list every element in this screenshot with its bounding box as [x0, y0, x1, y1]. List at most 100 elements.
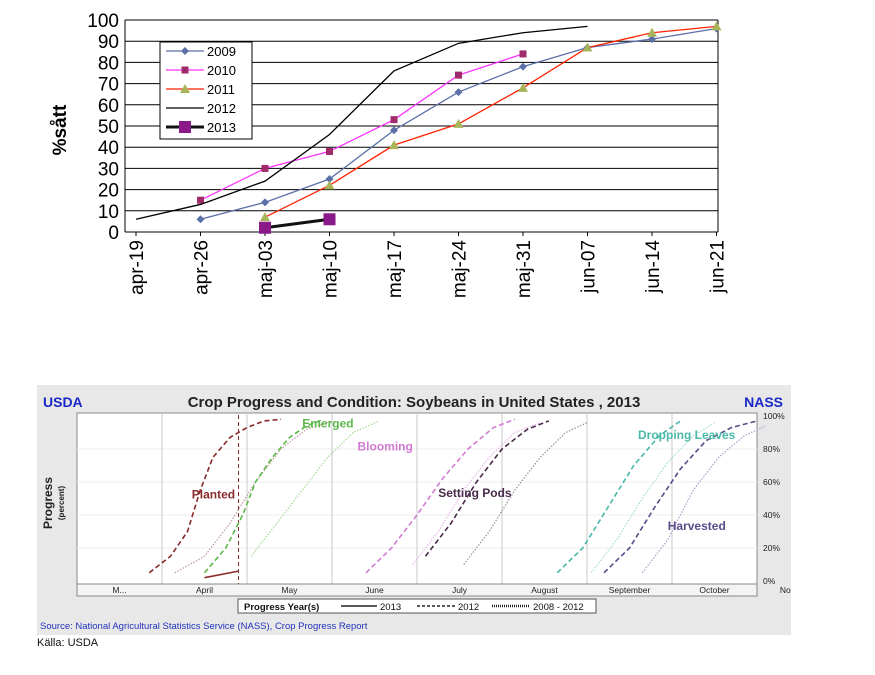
legend-label: 2008 - 2012	[533, 602, 584, 613]
data-point	[323, 213, 336, 226]
legend-label: 2009	[207, 44, 236, 59]
series-2012	[135, 25, 588, 220]
stage-label: Blooming	[358, 440, 413, 454]
series-line	[264, 25, 717, 218]
legend-box	[159, 41, 253, 140]
month-label: June	[365, 585, 384, 595]
legend-item: 2009	[166, 44, 236, 59]
x-tick-label: jun-07	[579, 240, 600, 294]
y-tick-label: 80	[98, 53, 119, 74]
soybean-progress-chart: M... April May June July August September Octob…	[41, 411, 791, 614]
y-axis-unit: (percent)	[57, 486, 66, 521]
x-tick-label: maj-10	[321, 240, 342, 298]
data-point	[519, 50, 527, 58]
progress-curve	[424, 420, 550, 557]
legend-item: 2010	[166, 63, 236, 78]
progress-curve	[412, 422, 541, 565]
y-tick-label: 30	[98, 159, 119, 180]
legend-marker	[180, 84, 190, 93]
data-point	[326, 147, 333, 155]
x-tick-label: apr-26	[192, 240, 213, 295]
data-point	[196, 215, 205, 224]
y-tick-label: 80%	[763, 444, 780, 454]
y-tick-label: 20%	[763, 543, 780, 553]
legend-label: 2011	[207, 82, 235, 97]
legend-label: 2012	[207, 101, 236, 116]
data-point	[259, 221, 271, 234]
legend-label: 2010	[207, 63, 236, 78]
data-point	[324, 180, 335, 190]
soybean-progress-panel: M... April May June July August September Octob…	[37, 385, 791, 635]
stage-label: Planted	[192, 488, 235, 502]
y-tick-label: 70	[98, 75, 119, 96]
legend-marker	[179, 121, 191, 133]
x-tick-label: jun-14	[643, 240, 664, 294]
x-tick-label: maj-24	[450, 240, 471, 299]
month-label: July	[452, 585, 468, 595]
legend-marker	[181, 66, 189, 74]
x-tick-label: maj-17	[385, 240, 406, 298]
month-label: September	[609, 585, 651, 595]
month-label: August	[531, 585, 558, 595]
progress-curve	[556, 420, 681, 574]
y-tick-label: 0%	[763, 576, 776, 586]
data-point	[519, 62, 527, 71]
y-tick-label: 40	[98, 138, 119, 159]
y-tick-label: 90	[98, 32, 119, 53]
month-label: November	[780, 585, 791, 595]
kalla-note: Källa: USDA	[37, 637, 99, 649]
nass-header: NASS	[744, 394, 783, 410]
stage-label: Dropping Leaves	[638, 428, 736, 442]
y-tick-label: 10	[98, 202, 119, 223]
y-tick-label: 100	[87, 11, 119, 32]
y-tick-label: 60	[98, 96, 119, 117]
month-label: October	[699, 585, 729, 595]
legend-marker	[181, 47, 189, 55]
progress-curve	[365, 418, 516, 574]
progress-curve	[204, 570, 239, 579]
progress-curve	[148, 418, 282, 574]
y-axis-label: %sått	[50, 104, 71, 155]
progress-curve	[590, 422, 715, 574]
y-tick-label: 100%	[763, 411, 785, 421]
y-tick-label: 50	[98, 117, 119, 138]
month-label: April	[196, 585, 213, 595]
y-tick-label: 60%	[763, 477, 780, 487]
x-tick-label: jun-21	[708, 240, 729, 294]
series-2010	[197, 50, 527, 204]
chart-title: Crop Progress and Condition: Soybeans in…	[187, 394, 641, 411]
legend-item: 2012	[166, 101, 236, 116]
legend-label: 2013	[207, 120, 236, 135]
legend: 2009 2010 2011 2012 2013	[159, 41, 253, 140]
y-tick-label: 20	[98, 181, 119, 202]
y-tick-label: 0	[108, 223, 119, 244]
data-point	[518, 82, 528, 92]
progress-curve	[641, 425, 766, 574]
legend-label: 2012	[458, 602, 479, 613]
data-point	[197, 196, 204, 204]
progress-curve	[603, 420, 758, 574]
usda-header: USDA	[43, 394, 83, 410]
x-tick-label: maj-31	[514, 240, 535, 298]
source-note: Source: National Agricultural Statistics…	[40, 621, 368, 632]
data-point	[455, 71, 462, 79]
series-line	[135, 25, 588, 220]
progress-curve	[250, 420, 379, 557]
y-tick-label: 40%	[763, 510, 780, 520]
x-tick-label: apr-19	[127, 240, 148, 295]
series-2011	[260, 21, 722, 222]
legend-item: 2011	[166, 82, 235, 97]
series-line	[200, 53, 524, 201]
data-point	[325, 175, 334, 183]
legend-label: 2013	[380, 602, 401, 613]
series-2013	[259, 213, 336, 234]
data-point	[261, 198, 269, 207]
series-line	[264, 217, 330, 230]
data-point	[260, 212, 270, 222]
progress-curve	[463, 422, 588, 565]
month-strip	[76, 583, 758, 597]
data-point	[261, 164, 269, 172]
month-label: M...	[112, 585, 126, 595]
data-point	[582, 42, 593, 52]
